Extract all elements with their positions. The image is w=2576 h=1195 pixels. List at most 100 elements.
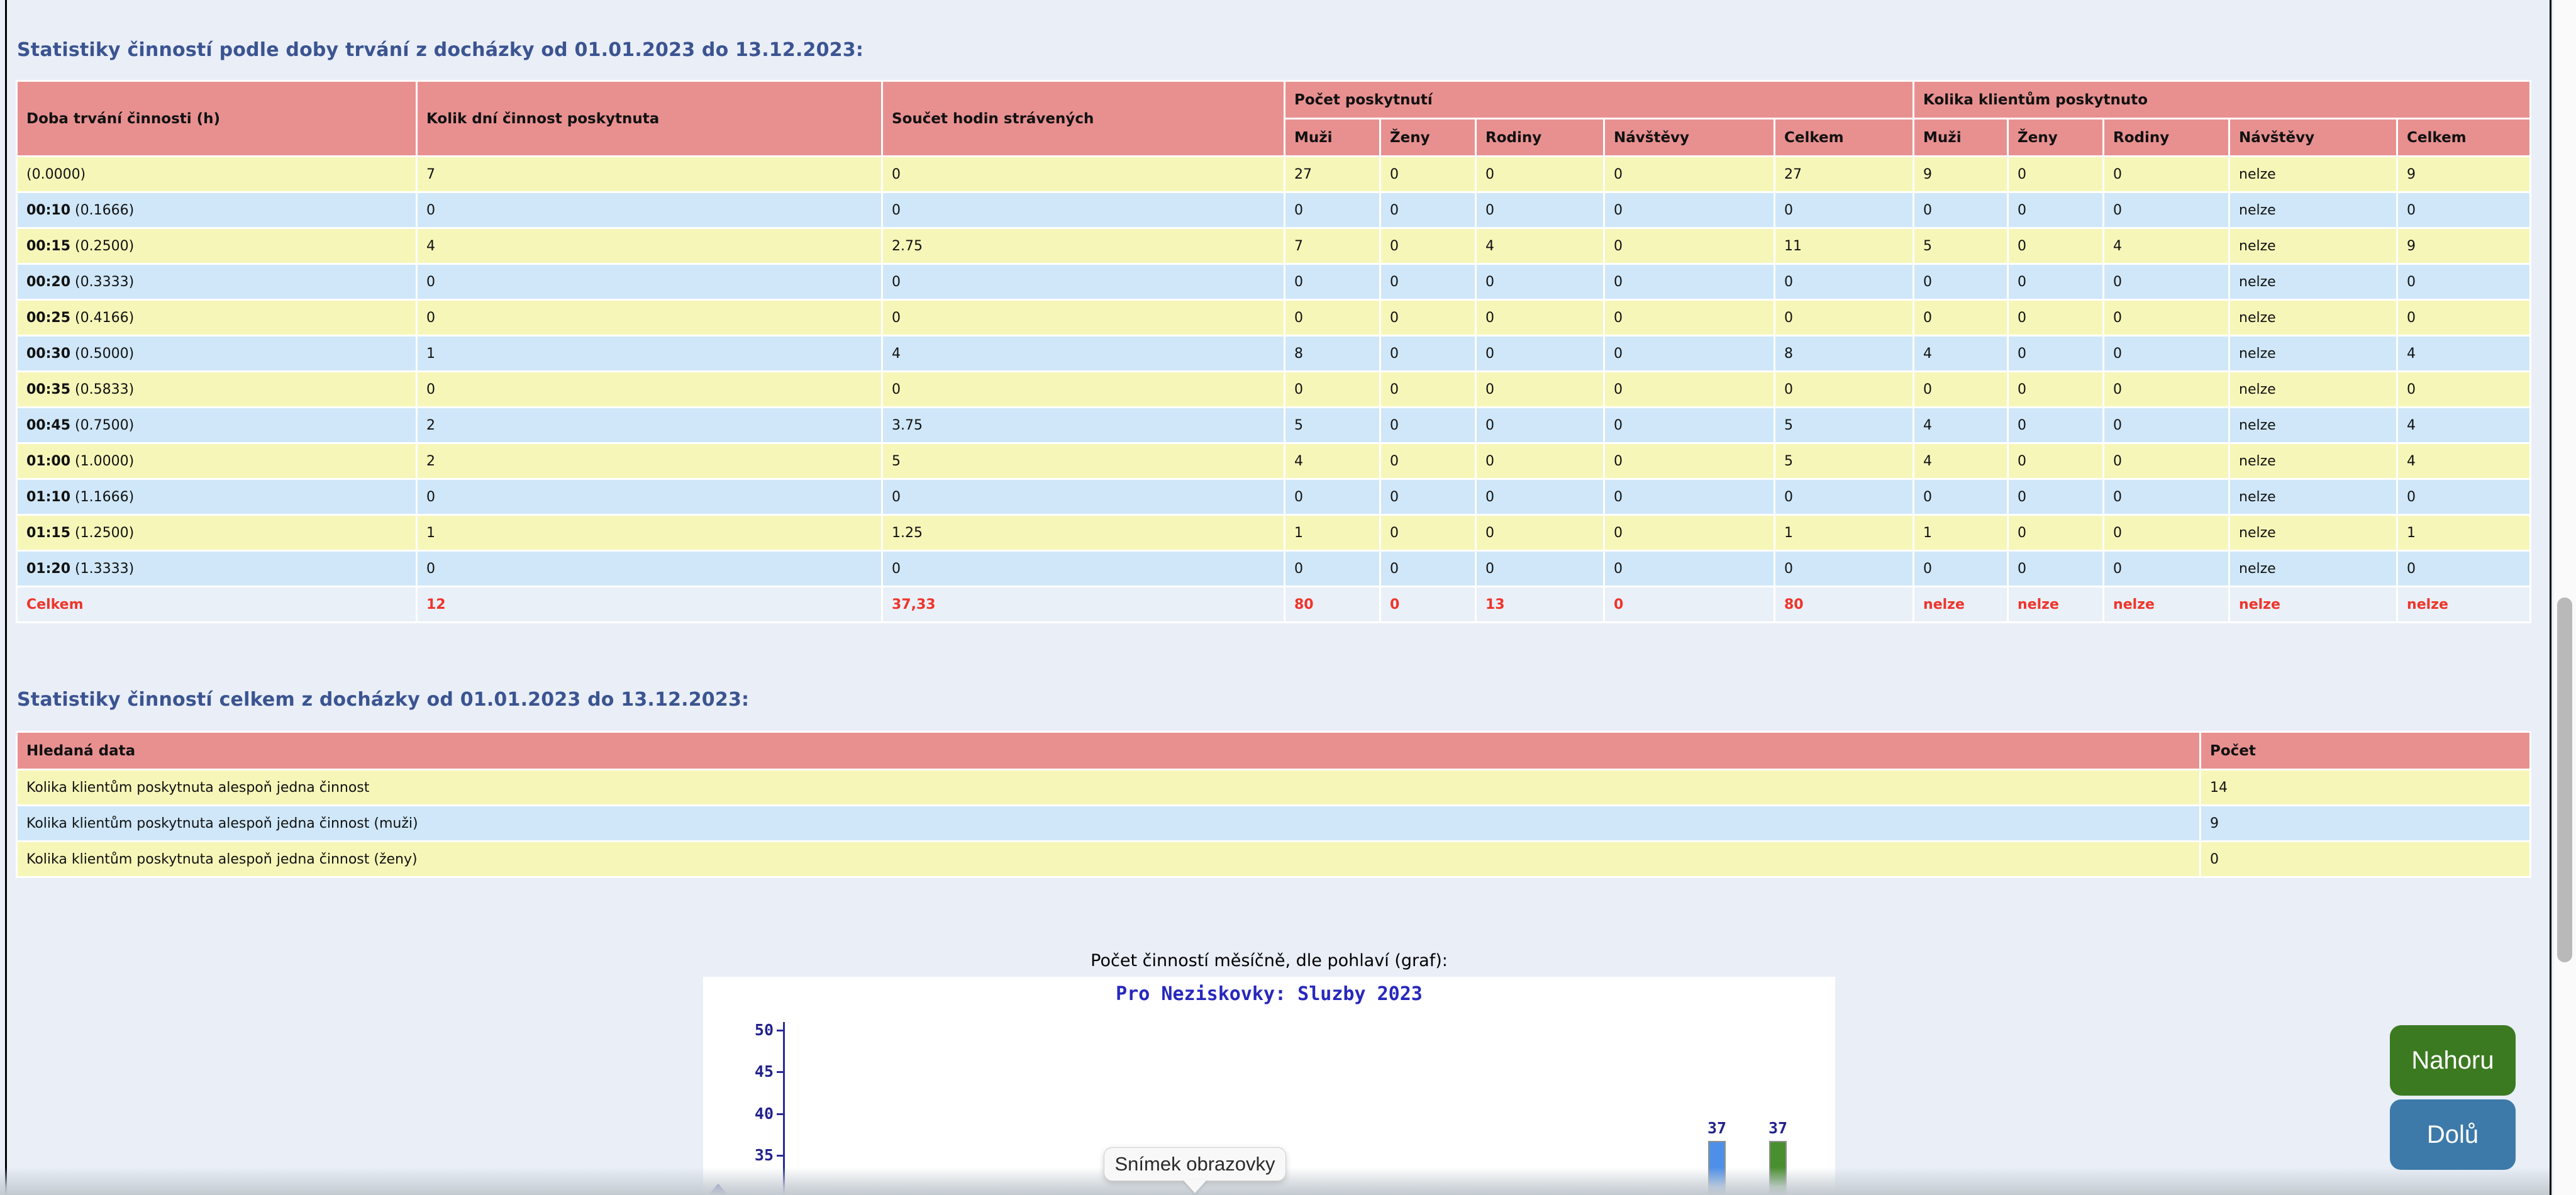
- y-tick-mark: [777, 1030, 783, 1031]
- duration-time: 00:15: [26, 238, 71, 254]
- duration-table-row: 00:35 (0.5833) 0 0 0 0 0 0 0 0 0 0 nelze 0: [16, 370, 2532, 408]
- duration-time: 00:35: [26, 381, 71, 397]
- duration-fraction: (0.0000): [26, 166, 86, 182]
- bar-value-label: 37: [1707, 1119, 1727, 1137]
- y-tick-label: 35: [754, 1146, 774, 1165]
- provisions-cell: 0: [1603, 299, 1775, 336]
- clients-cell: 0: [2007, 478, 2105, 516]
- clients-cell: nelze: [2228, 478, 2399, 516]
- clients-cell: 1: [2396, 514, 2532, 552]
- scroll-to-bottom-button[interactable]: Dolů: [2390, 1099, 2516, 1170]
- clients-cell: 0: [2396, 550, 2532, 587]
- tooltip-tail: [1183, 1180, 1207, 1193]
- duration-table-row: 01:10 (1.1666) 0 0 0 0 0 0 0 0 0 0 nelze 0: [16, 478, 2532, 516]
- duration-stats-table: Doba trvání činnosti (h) Kolik dní činno…: [16, 80, 2532, 623]
- provisions-cell: 0: [1379, 335, 1477, 372]
- hours-cell: 0: [881, 370, 1285, 408]
- scroll-to-top-button[interactable]: Nahoru: [2390, 1025, 2516, 1096]
- clients-cell: 0: [2007, 370, 2105, 408]
- y-tick-mark: [777, 1071, 783, 1074]
- clients-cell: 0: [2102, 299, 2231, 336]
- chart-caption: Počet činností měsíčně, dle pohlaví (gra…: [1091, 951, 1448, 970]
- clients-cell: nelze: [2228, 550, 2399, 587]
- provisions-cell: 5: [1284, 406, 1381, 444]
- hours-cell: 2.75: [881, 227, 1285, 265]
- duration-time: 00:45: [26, 417, 71, 433]
- days-cell: 0: [416, 478, 883, 516]
- clients-cell: 0: [2102, 191, 2231, 229]
- total-hours-cell: 37,33: [881, 586, 1285, 623]
- count-cell: 0: [2199, 840, 2531, 878]
- provisions-cell: 1: [1773, 514, 1915, 552]
- clients-cell: 4: [2396, 442, 2532, 480]
- total-clients-cell: nelze: [2007, 586, 2105, 623]
- vertical-scrollbar[interactable]: [2553, 0, 2576, 1195]
- clients-cell: 0: [1913, 191, 2009, 229]
- total-provisions-cell: 0: [1603, 586, 1775, 623]
- clients-cell: 0: [2007, 550, 2105, 587]
- searched-data-cell: Kolika klientům poskytnuta alespoň jedna…: [16, 840, 2201, 878]
- duration-table-row: 00:15 (0.2500) 4 2.75 7 0 4 0 11 5 0 4 nelze 9: [16, 227, 2532, 265]
- sub-header-provisions-4: Celkem: [1773, 118, 1915, 157]
- clients-cell: nelze: [2228, 442, 2399, 480]
- provisions-cell: 0: [1603, 227, 1775, 265]
- clients-cell: 0: [2007, 406, 2105, 444]
- days-cell: 2: [416, 406, 883, 444]
- duration-table-row: 00:10 (0.1666) 0 0 0 0 0 0 0 0 0 0 nelze 0: [16, 191, 2532, 229]
- screenshot-tooltip: Snímek obrazovky: [1104, 1147, 1286, 1193]
- clients-cell: 0: [2396, 370, 2532, 408]
- provisions-cell: 0: [1603, 335, 1775, 372]
- duration-table-row: 01:15 (1.2500) 1 1.25 1 0 0 0 1 1 0 0 nelze 1: [16, 514, 2532, 552]
- scrollbar-thumb[interactable]: [2557, 598, 2572, 962]
- provisions-cell: 0: [1603, 442, 1775, 480]
- right-page-border: [2550, 0, 2551, 1195]
- total-provisions-cell: 0: [1379, 586, 1477, 623]
- clients-cell: 0: [2102, 550, 2231, 587]
- total-stats-title: Statistiky činností celkem z docházky od…: [17, 689, 750, 711]
- days-cell: 0: [416, 263, 883, 301]
- searched-data-cell: Kolika klientům poskytnuta alespoň jedna…: [16, 769, 2201, 806]
- hours-cell: 5: [881, 442, 1285, 480]
- main-content: Statistiky činností podle doby trvání z …: [16, 0, 2532, 878]
- provisions-cell: 8: [1773, 335, 1915, 372]
- provisions-cell: 0: [1475, 478, 1605, 516]
- provisions-cell: 0: [1475, 514, 1605, 552]
- provisions-cell: 0: [1773, 191, 1915, 229]
- provisions-cell: 0: [1284, 478, 1381, 516]
- provisions-cell: 0: [1475, 155, 1605, 193]
- duration-time: 00:20: [26, 274, 71, 290]
- days-cell: 2: [416, 442, 883, 480]
- y-tick-label: 40: [754, 1104, 774, 1123]
- total-provisions-cell: 80: [1773, 586, 1915, 623]
- sub-header-clients-2: Rodiny: [2102, 118, 2231, 157]
- clients-cell: 9: [2396, 155, 2532, 193]
- sub-header-provisions-2: Rodiny: [1475, 118, 1605, 157]
- provisions-cell: 4: [1284, 442, 1381, 480]
- provisions-cell: 0: [1379, 550, 1477, 587]
- hours-cell: 0: [881, 191, 1285, 229]
- col-header-days: Kolik dní činnost poskytnuta: [416, 80, 883, 157]
- provisions-cell: 0: [1603, 514, 1775, 552]
- duration-fraction: (0.5000): [75, 345, 135, 362]
- days-cell: 4: [416, 227, 883, 265]
- sub-header-provisions-1: Ženy: [1379, 118, 1477, 157]
- clients-cell: 0: [2102, 406, 2231, 444]
- provisions-cell: 5: [1773, 442, 1915, 480]
- total-provisions-cell: 80: [1284, 586, 1381, 623]
- clients-cell: nelze: [2228, 191, 2399, 229]
- duration-table-row: 00:20 (0.3333) 0 0 0 0 0 0 0 0 0 0 nelze 0: [16, 263, 2532, 301]
- provisions-cell: 0: [1773, 370, 1915, 408]
- clients-cell: 0: [2007, 442, 2105, 480]
- duration-time: 01:00: [26, 453, 71, 469]
- provisions-cell: 4: [1475, 227, 1605, 265]
- y-tick-label: 50: [754, 1021, 774, 1039]
- provisions-cell: 0: [1773, 478, 1915, 516]
- y-tick-label: 45: [754, 1062, 774, 1081]
- provisions-cell: 0: [1284, 550, 1381, 587]
- tooltip-label: Snímek obrazovky: [1114, 1153, 1275, 1175]
- clients-cell: 0: [1913, 263, 2009, 301]
- days-cell: 0: [416, 299, 883, 336]
- clients-cell: nelze: [2228, 299, 2399, 336]
- clients-cell: 0: [2102, 514, 2231, 552]
- count-cell: 9: [2199, 804, 2531, 842]
